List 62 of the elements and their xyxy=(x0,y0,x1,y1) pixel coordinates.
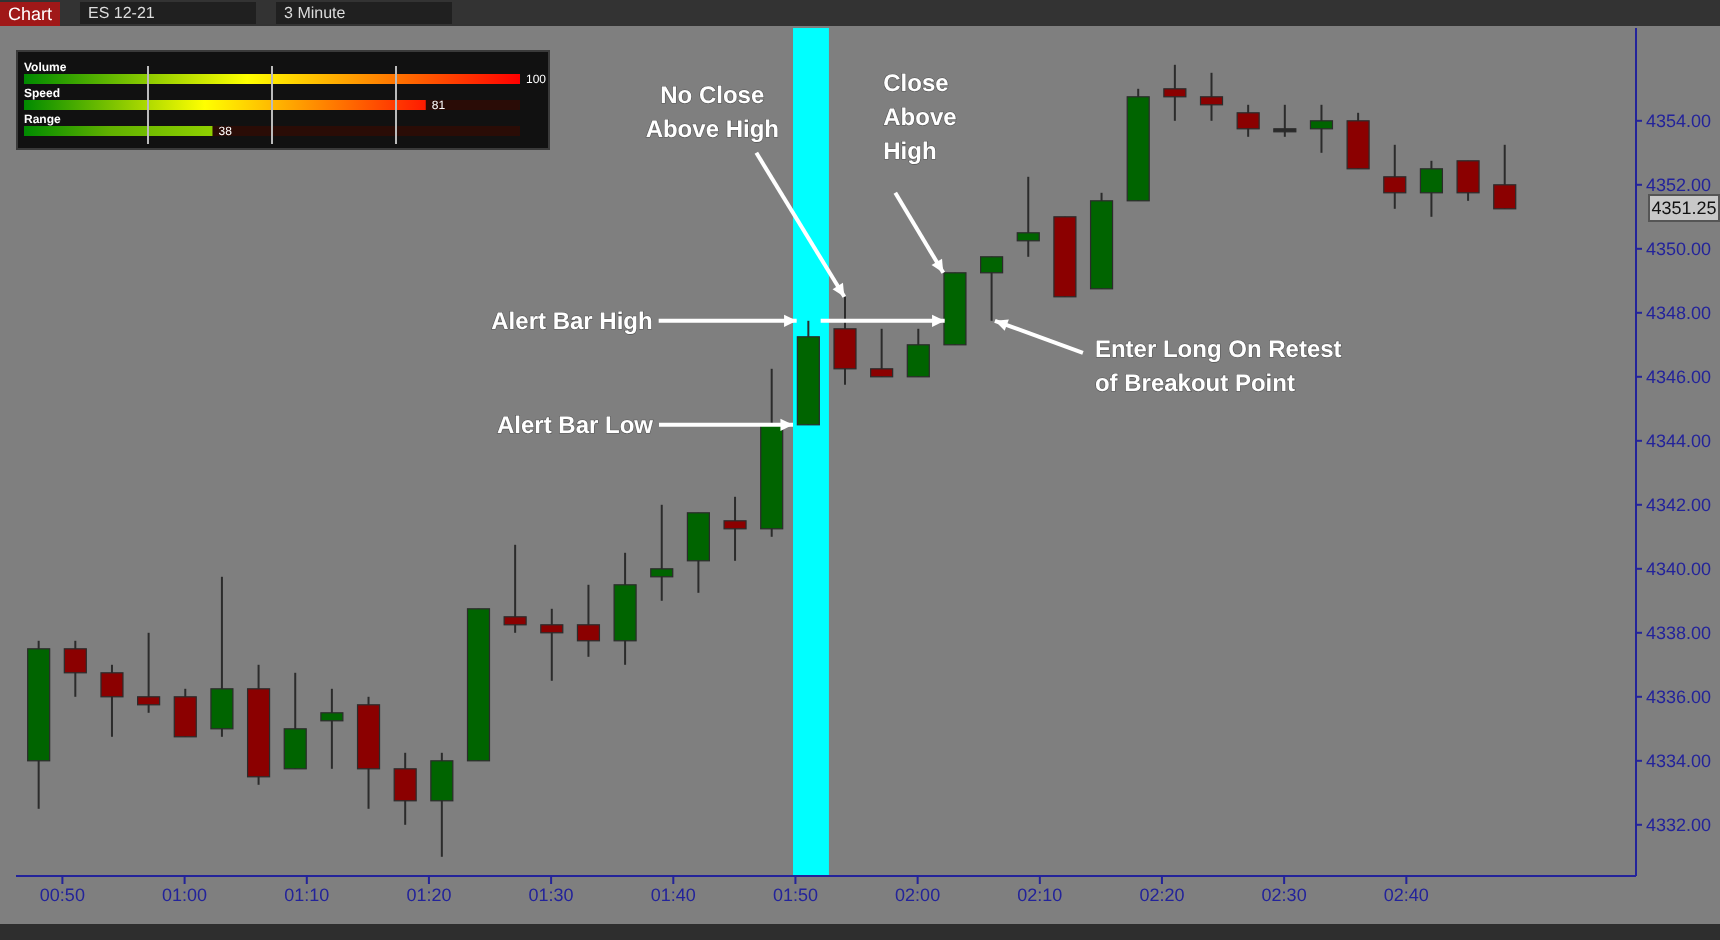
candlestick xyxy=(906,327,930,378)
text: Chart xyxy=(0,1,61,25)
annotation: Alert Bar High xyxy=(491,306,653,335)
annotation: No Close Above High xyxy=(645,80,779,143)
candlestick xyxy=(980,255,1004,322)
candlestick xyxy=(283,671,307,770)
x-tick-label: 01:10 xyxy=(284,884,330,905)
candlestick xyxy=(833,295,857,386)
y-tick-label: 4344.00 xyxy=(1646,431,1712,452)
candlestick xyxy=(1163,63,1187,122)
annotation: Enter Long On Retest of Breakout Point xyxy=(1094,334,1342,397)
y-tick-label: 4346.00 xyxy=(1646,367,1712,388)
x-tick-label: 01:20 xyxy=(406,884,452,905)
candlestick xyxy=(540,607,564,682)
x-tick-label: 01:30 xyxy=(528,884,574,905)
x-tick-label: 02:00 xyxy=(895,884,941,905)
text: 4351.25 xyxy=(1648,194,1720,222)
x-tick-label: 02:10 xyxy=(1017,884,1063,905)
y-tick-label: 4350.00 xyxy=(1646,239,1712,260)
x-tick-label: 02:40 xyxy=(1383,884,1429,905)
candlestick xyxy=(210,575,234,738)
y-tick-label: 4342.00 xyxy=(1646,495,1712,516)
annotation: Alert Bar Low xyxy=(496,410,655,439)
candlestick xyxy=(393,751,417,826)
x-tick-label: 02:30 xyxy=(1261,884,1307,905)
candlestick xyxy=(723,495,747,562)
candlestick xyxy=(1016,175,1040,258)
y-tick-label: 4338.00 xyxy=(1646,623,1712,644)
y-tick-label: 4334.00 xyxy=(1646,751,1712,772)
candlestick xyxy=(63,639,87,698)
candlestick xyxy=(1309,103,1334,154)
y-tick-label: 4354.00 xyxy=(1646,111,1712,132)
candlestick xyxy=(686,511,710,594)
candlestick xyxy=(576,583,601,658)
x-tick-label: 01:40 xyxy=(650,884,696,905)
candlestick xyxy=(1419,159,1444,218)
candlestick xyxy=(1199,71,1224,122)
chart-subtitle: 3 Minute xyxy=(276,2,453,24)
y-tick-label: 4332.00 xyxy=(1646,815,1712,836)
candlestick xyxy=(1493,143,1517,210)
y-tick-label: 4336.00 xyxy=(1646,687,1712,708)
candlestick xyxy=(320,687,344,770)
candlestick xyxy=(137,631,161,714)
candlestick xyxy=(650,503,674,602)
candlestick xyxy=(430,751,454,858)
chart-title: ES 12-21 xyxy=(80,2,257,24)
y-tick-label: 4340.00 xyxy=(1646,559,1712,580)
candlestick xyxy=(100,663,124,738)
x-tick-label: 01:00 xyxy=(162,884,208,905)
candlestick xyxy=(1236,103,1260,138)
x-tick-label: 00:50 xyxy=(39,884,85,905)
candlestick xyxy=(503,543,527,634)
candlestick xyxy=(870,327,894,378)
candlestick xyxy=(1273,103,1297,138)
y-tick-label: 4348.00 xyxy=(1646,303,1712,324)
candlestick xyxy=(1383,143,1407,210)
x-tick-label: 02:20 xyxy=(1139,884,1185,905)
x-tick-label: 01:50 xyxy=(772,884,818,905)
candlestick xyxy=(1456,159,1480,202)
annotation: Close Above High xyxy=(883,68,958,165)
candlestick xyxy=(173,687,197,738)
y-tick-label: 4352.00 xyxy=(1646,175,1712,196)
